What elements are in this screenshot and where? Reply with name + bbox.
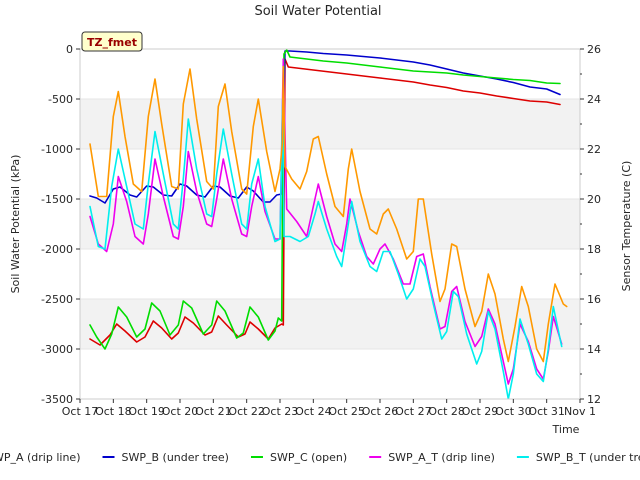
x-tick-label: Oct 18	[95, 405, 132, 418]
series-line-swp-a-t-drip-line	[89, 58, 563, 385]
x-tick-label: Oct 22	[228, 405, 265, 418]
legend-item-swp-b-under-tree: SWP_B (under tree)	[102, 451, 229, 464]
y-tick-label: -2000	[41, 243, 73, 256]
x-tick-label: Oct 17	[62, 405, 99, 418]
y2-tick-label: 26	[587, 43, 601, 56]
series-layer	[89, 49, 568, 399]
x-tick-label: Oct 23	[262, 405, 299, 418]
series-line-swp-b-t-under-tree	[89, 98, 563, 399]
x-tick-label: Oct 20	[162, 405, 199, 418]
x-tick-label: Oct 30	[495, 405, 532, 418]
series-line-swp-c-open	[89, 49, 561, 350]
x-tick-label: Oct 27	[395, 405, 432, 418]
y-tick-label: -500	[48, 93, 73, 106]
y2-axis-ticks: 12 14 16 18 20 22 24 26	[580, 43, 601, 406]
y-tick-label: -2500	[41, 293, 73, 306]
legend-item-swp-b-t-under-tree: SWP_B_T (under tree)	[516, 451, 640, 464]
x-tick-label: Oct 29	[462, 405, 499, 418]
grid-band	[80, 49, 580, 99]
grid-band	[80, 249, 580, 299]
station-badge-box	[81, 31, 143, 52]
x-tick-label: Oct 31	[528, 405, 565, 418]
station-badge-label: TZ_fmet	[87, 36, 137, 49]
x-axis-title: Time	[552, 423, 580, 436]
grid-band	[80, 99, 580, 149]
y2-tick-label: 14	[587, 343, 601, 356]
legend-label: SWP_C (open)	[270, 451, 347, 464]
legend-item-swp-c-open: SWP_C (open)	[250, 451, 347, 464]
y-tick-label: -1500	[41, 193, 73, 206]
legend: SWP_A (drip line) SWP_B (under tree) SWP_C…	[0, 451, 640, 464]
legend-label: SWP_A_T (drip line)	[388, 451, 495, 464]
y-axis-ticks: 0 -500 -1000 -1500 -2000 -2500 -3000 -3500	[41, 43, 80, 406]
y2-tick-label: 18	[587, 243, 601, 256]
grid-band	[80, 349, 580, 399]
x-tick-label: Oct 19	[128, 405, 165, 418]
y-tick-label: -1000	[41, 143, 73, 156]
legend-label: SWP_B_T (under tree)	[536, 451, 640, 464]
chart-title: Soil Water Potential	[254, 4, 381, 19]
legend-item-swp-a-t-drip-line: SWP_A_T (drip line)	[369, 451, 495, 464]
x-tick-label: Oct 21	[195, 405, 232, 418]
y-tick-label: 0	[66, 43, 73, 56]
x-tick-label: Oct 25	[328, 405, 365, 418]
y2-tick-label: 20	[587, 193, 601, 206]
series-line-swp-c-t-open	[89, 65, 568, 363]
legend-label: SWP_B (under tree)	[122, 451, 229, 464]
y2-axis-title: Sensor Temperature (C)	[620, 161, 633, 292]
legend-label: SWP_A (drip line)	[0, 451, 81, 464]
y-tick-label: -3000	[41, 343, 73, 356]
y-tick-label: -3500	[41, 393, 73, 406]
grid-band	[80, 199, 580, 249]
station-badge: TZ_fmet	[81, 31, 143, 52]
y2-tick-label: 22	[587, 143, 601, 156]
grid-band	[80, 149, 580, 199]
x-tick-label: Oct 24	[295, 405, 332, 418]
y2-tick-label: 16	[587, 293, 601, 306]
y2-tick-label: 12	[587, 393, 601, 406]
series-line-swp-a-drip-line	[89, 58, 561, 346]
legend-item-swp-a-drip-line: SWP_A (drip line)	[0, 451, 81, 464]
y-axis-title: Soil Water Potential (kPa)	[9, 155, 22, 294]
x-tick-label: Nov 1	[564, 405, 596, 418]
y2-tick-label: 24	[587, 93, 601, 106]
x-tick-label: Oct 28	[428, 405, 465, 418]
x-tick-label: Oct 26	[362, 405, 399, 418]
